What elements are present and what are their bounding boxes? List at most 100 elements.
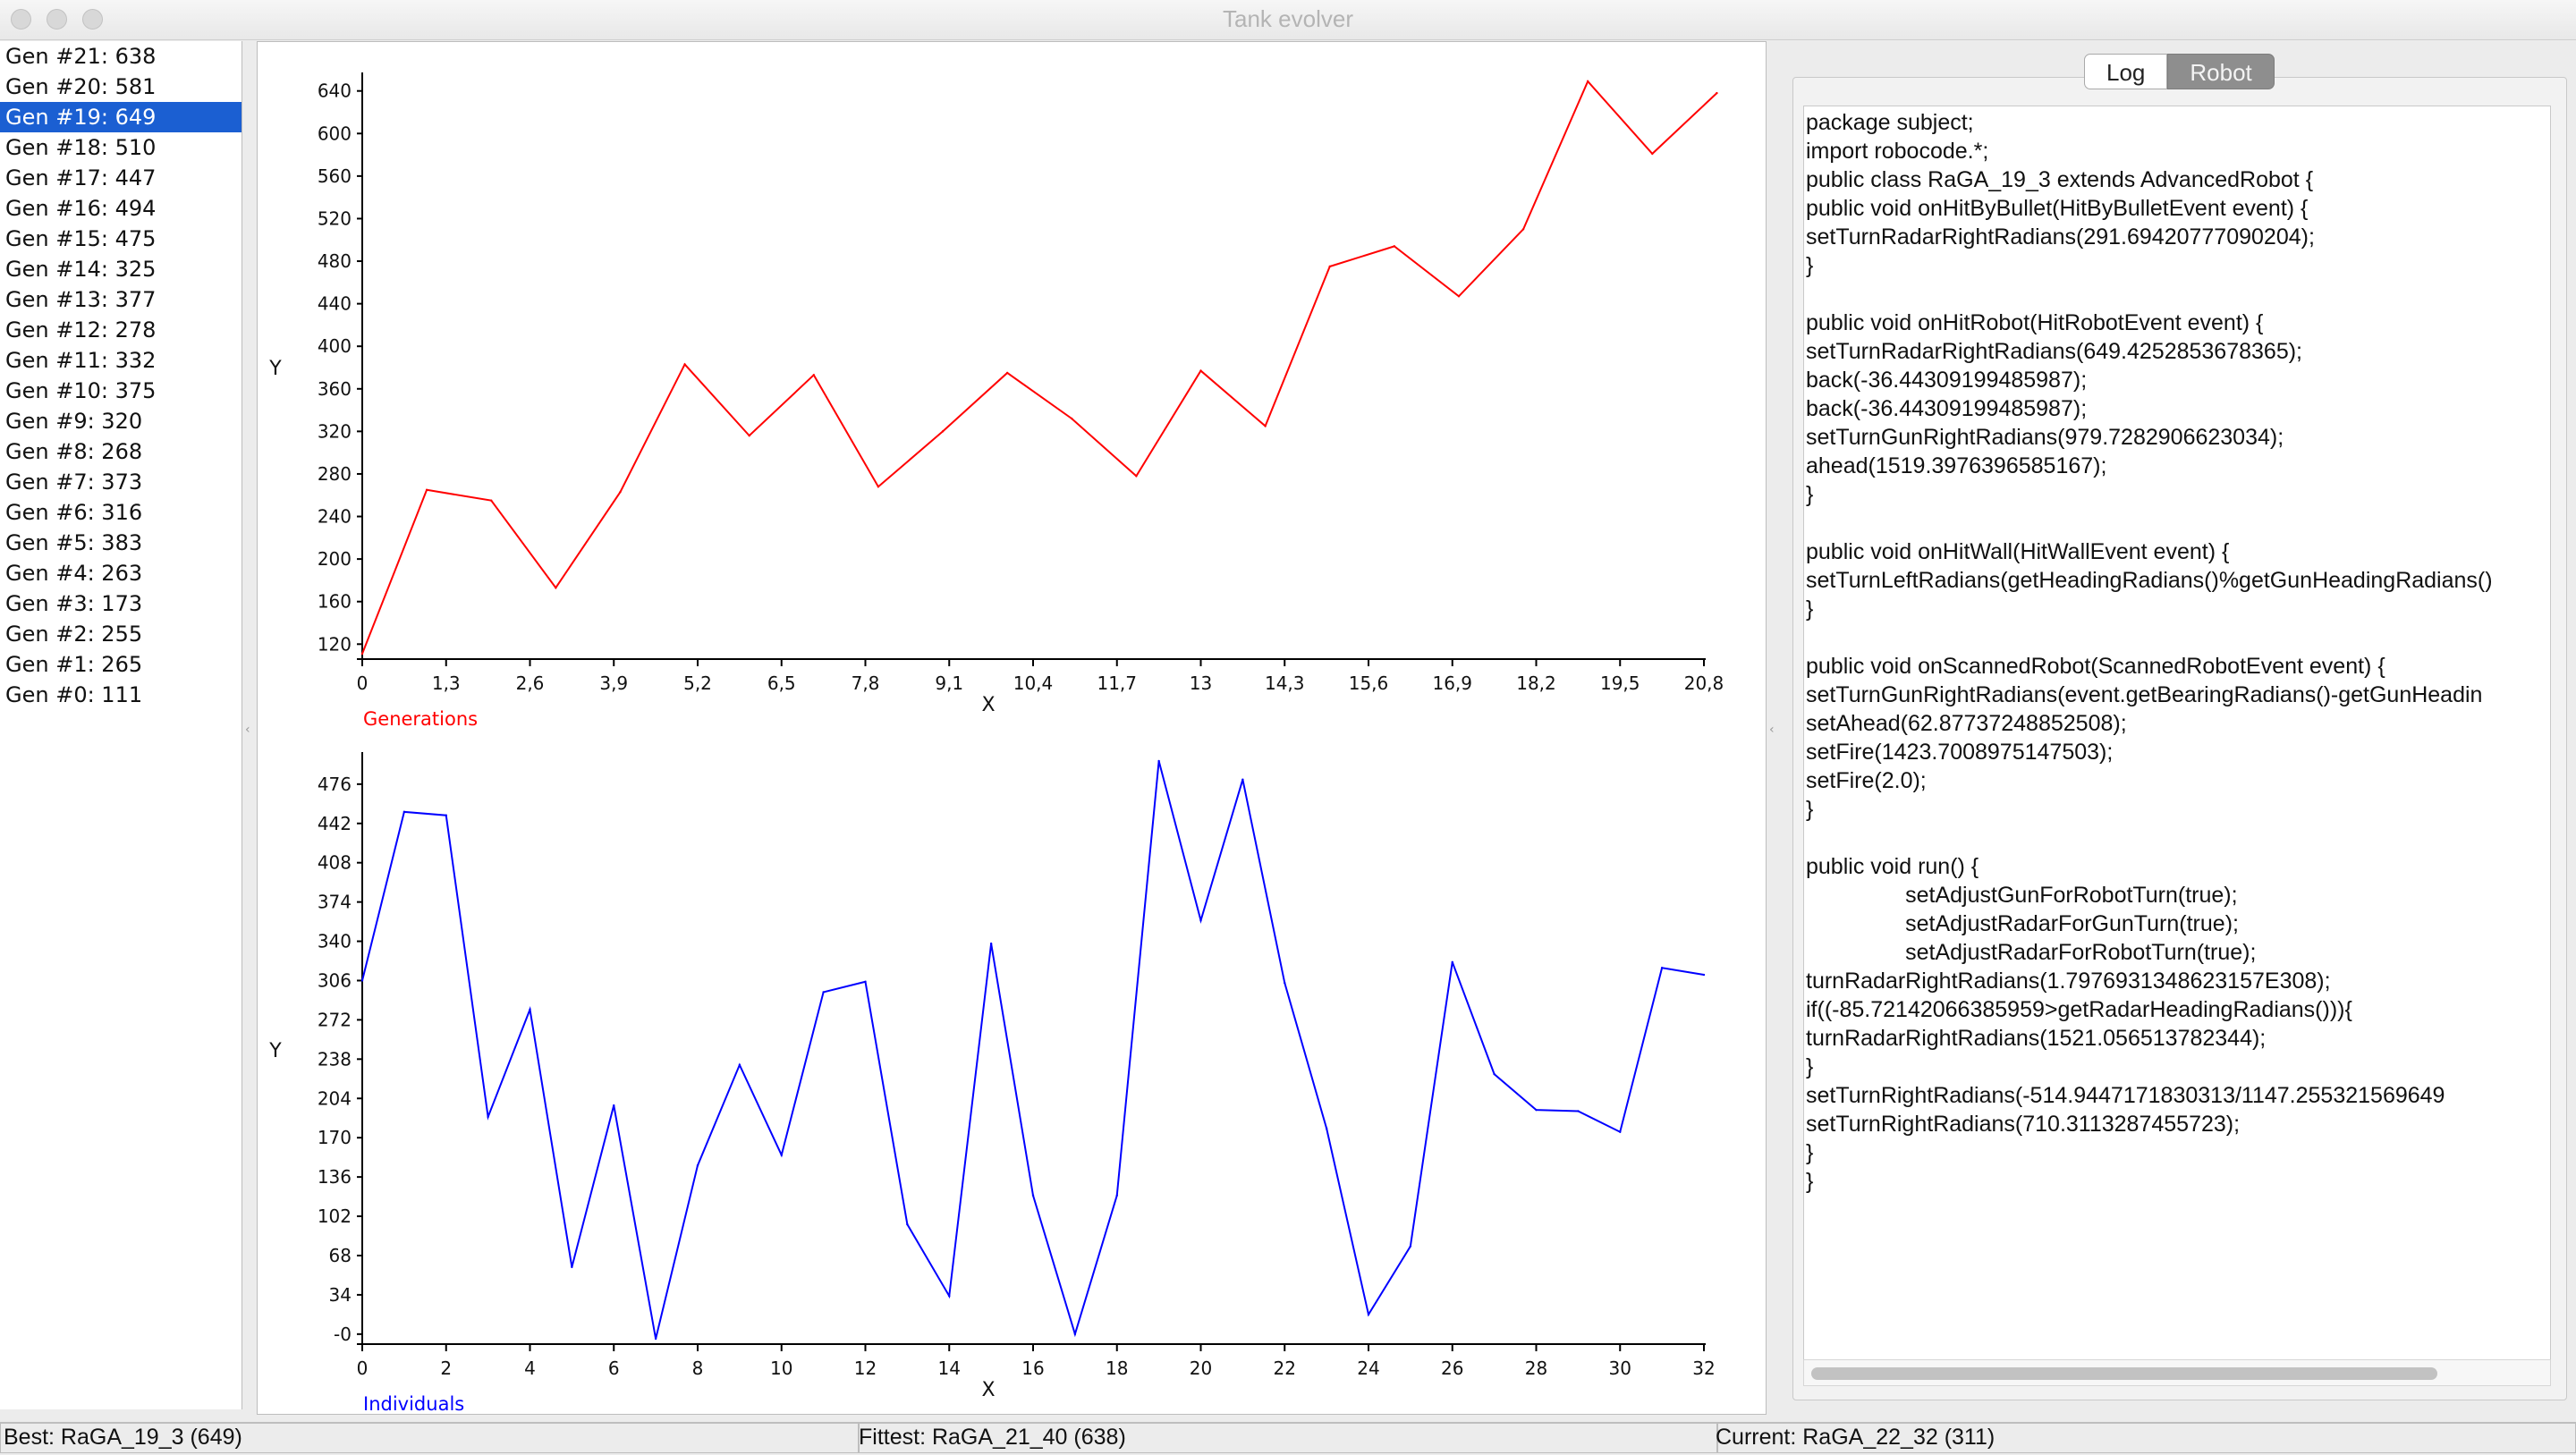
code-line: } <box>1806 596 1814 622</box>
generation-list-item[interactable]: Gen #10: 375 <box>5 378 157 403</box>
generation-list-item[interactable]: Gen #2: 255 <box>5 622 143 647</box>
y-tick-label: 520 <box>318 207 352 229</box>
code-line: setTurnRightRadians(710.3113287455723); <box>1806 1112 2241 1137</box>
data-point <box>780 1154 783 1156</box>
code-line: setAdjustGunForRobotTurn(true); <box>1806 883 2238 908</box>
data-point <box>360 652 364 656</box>
x-tick-label: 0 <box>357 1358 369 1379</box>
left-split-divider[interactable]: ‹ <box>242 41 257 1409</box>
code-line: back(-36.44309199485987); <box>1806 368 2088 393</box>
data-point <box>1199 919 1202 922</box>
robot-code-view[interactable]: package subject; import robocode.*; public… <box>1803 106 2551 1368</box>
generation-list-item[interactable]: Gen #18: 510 <box>5 135 157 160</box>
x-tick-label: 13 <box>1190 673 1212 694</box>
data-point <box>1073 1332 1077 1336</box>
generation-list-item[interactable]: Gen #16: 494 <box>5 196 157 221</box>
generation-list-item[interactable]: Gen #17: 447 <box>5 165 157 190</box>
x-tick-label: 26 <box>1441 1358 1463 1379</box>
generations-series-line <box>361 80 1718 655</box>
data-point <box>1521 228 1525 231</box>
data-point <box>1135 475 1138 478</box>
generation-list-item[interactable]: Gen #14: 325 <box>5 257 157 282</box>
data-point <box>812 374 816 376</box>
scrollbar-thumb[interactable] <box>1811 1367 2437 1380</box>
y-tick-label: 204 <box>318 1087 352 1109</box>
generation-list-item[interactable]: Gen #8: 268 <box>5 439 143 464</box>
data-point <box>619 490 622 494</box>
generation-list-item[interactable]: Gen #0: 111 <box>5 682 143 707</box>
x-tick-label: 14,3 <box>1265 673 1305 694</box>
y-tick-label: 320 <box>318 420 352 442</box>
generation-list-item[interactable]: Gen #6: 316 <box>5 500 143 525</box>
data-point <box>487 1115 489 1119</box>
legend-label: Generations <box>363 708 478 730</box>
data-point <box>1651 152 1654 156</box>
y-tick-label: 306 <box>318 969 352 991</box>
x-tick-label: 12 <box>854 1358 877 1379</box>
close-window-button[interactable] <box>11 9 31 30</box>
charts-canvas: 1201602002402803203604004404805205606006… <box>268 72 1724 1415</box>
x-tick-label: 6,5 <box>767 673 796 694</box>
y-tick-label: 102 <box>318 1205 352 1227</box>
generation-list-item[interactable]: Gen #21: 638 <box>5 44 157 69</box>
status-bar: Best: RaGA_19_3 (649) Fittest: RaGA_21_4… <box>0 1422 2576 1455</box>
status-box-best <box>0 1423 859 1453</box>
x-tick-label: 18 <box>1106 1358 1128 1379</box>
data-point <box>1660 967 1664 969</box>
data-point <box>529 1008 531 1011</box>
tab-robot[interactable]: Robot <box>2167 54 2275 89</box>
generation-list-item[interactable]: Gen #12: 278 <box>5 317 157 343</box>
data-point <box>1328 265 1331 268</box>
y-tick-label: 34 <box>329 1284 352 1306</box>
x-tick-label: 14 <box>938 1358 961 1379</box>
y-tick-label: 560 <box>318 165 352 187</box>
code-line: ahead(1519.3976396585167); <box>1806 453 2107 478</box>
generation-list-item[interactable]: Gen #15: 475 <box>5 226 157 251</box>
data-point <box>941 430 945 433</box>
generation-list-item[interactable]: Gen #11: 332 <box>5 348 157 373</box>
generation-list-item[interactable]: Gen #1: 265 <box>5 652 143 677</box>
data-point <box>1071 417 1073 420</box>
generation-list-item[interactable]: Gen #20: 581 <box>5 74 157 99</box>
data-point <box>877 486 880 488</box>
data-point <box>1005 371 1009 375</box>
code-line: } <box>1806 1140 1814 1165</box>
code-line <box>1806 509 2493 537</box>
data-point <box>748 434 750 437</box>
x-tick-label: 3,9 <box>599 673 628 694</box>
generation-list-item[interactable]: Gen #4: 263 <box>5 561 143 586</box>
y-tick-label: 440 <box>318 293 352 315</box>
chart-panel: 120 160 200 240 280 320 360 400 440 480 520 560 600 6… <box>257 41 1767 1415</box>
right-divider-grip-icon[interactable]: ‹ <box>1769 723 1775 737</box>
data-point <box>1325 1127 1328 1130</box>
y-tick-label: 136 <box>318 1166 352 1188</box>
generation-list-item[interactable]: Gen #19: 649 <box>0 102 242 132</box>
generation-list-item[interactable]: Gen #3: 173 <box>5 591 143 616</box>
generation-list-item[interactable]: Gen #7: 373 <box>5 469 143 495</box>
data-point <box>1586 80 1589 83</box>
generation-list[interactable]: Gen #21: 638 Gen #20: 581 Gen #19: 649 Gen … <box>0 41 242 1409</box>
x-tick-label: 24 <box>1357 1358 1379 1379</box>
x-tick-label: 16,9 <box>1432 673 1472 694</box>
zoom-window-button[interactable] <box>82 9 103 30</box>
x-tick-label: 19,5 <box>1600 673 1640 694</box>
data-point <box>1409 1245 1412 1248</box>
x-tick-label: 9,1 <box>935 673 963 694</box>
y-tick-label: 374 <box>318 892 352 913</box>
code-line: } <box>1806 797 1814 822</box>
x-tick-label: 2 <box>440 1358 452 1379</box>
generation-list-item[interactable]: Gen #5: 383 <box>5 530 143 555</box>
code-line: public void onHitByBullet(HitByBulletEve… <box>1806 196 2309 221</box>
y-axis-label: Y <box>268 358 282 380</box>
tab-log[interactable]: Log <box>2084 54 2168 89</box>
code-line: setTurnRadarRightRadians(291.69420777090… <box>1806 224 2315 250</box>
generation-list-item[interactable]: Gen #13: 377 <box>5 287 157 312</box>
horizontal-scrollbar[interactable] <box>1803 1359 2551 1386</box>
y-tick-label: 280 <box>318 463 352 485</box>
generation-list-item[interactable]: Gen #9: 320 <box>5 409 143 434</box>
x-tick-label: 5,2 <box>683 673 712 694</box>
x-tick-label: 4 <box>524 1358 536 1379</box>
minimize-window-button[interactable] <box>47 9 67 30</box>
window-title: Tank evolver <box>1223 5 1353 32</box>
data-point <box>490 499 493 502</box>
